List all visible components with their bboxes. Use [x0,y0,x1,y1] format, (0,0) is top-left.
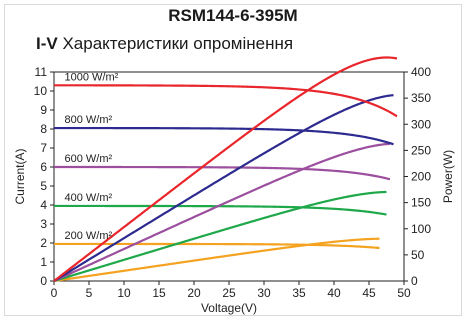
y-right-tick-label: 400 [411,65,431,79]
series-label: 200 W/m² [65,230,113,242]
y-right-tick-label: 100 [411,222,431,236]
y-right-tick-label: 350 [411,91,431,105]
y-left-tick-label: 10 [34,84,48,98]
x-axis-label: Voltage(V) [201,301,257,315]
iv-curve [54,242,380,250]
x-tick-label: 35 [292,286,306,300]
y-left-tick-label: 2 [40,236,47,250]
y-left-tick-label: 6 [40,160,47,174]
x-tick-label: 15 [152,286,166,300]
series-label: 800 W/m² [65,114,113,126]
iv-curve [54,84,398,118]
y-left-tick-label: 8 [40,122,47,136]
y-right-tick-label: 50 [411,248,425,262]
iv-curve [54,126,394,146]
x-tick-label: 0 [51,286,58,300]
iv-curve [54,165,391,181]
y-left-tick-label: 3 [40,217,47,231]
x-tick-label: 5 [86,286,93,300]
curves-group [53,56,398,283]
x-tick-label: 20 [187,286,201,300]
y-left-tick-label: 5 [40,179,47,193]
pv-curve [53,56,398,282]
y-right-tick-label: 200 [411,170,431,184]
subtitle-bold: I-V [36,34,58,53]
series-label: 600 W/m² [65,153,113,165]
subtitle-text: Характеристики опромінення [62,34,294,53]
y-right-tick-label: 150 [411,196,431,210]
y-right-axis-label: Power(W) [441,150,455,203]
y-left-tick-label: 0 [40,274,47,288]
x-tick-label: 40 [327,286,341,300]
pv-curve [53,142,391,283]
y-left-axis-label: Current(A) [13,148,27,204]
y-left-tick-label: 4 [40,198,47,212]
chart-title: RSM144-6-395M [168,6,298,25]
x-tick-label: 30 [257,286,271,300]
pv-curve [53,190,387,283]
y-left-tick-label: 1 [40,255,47,269]
series-label: 400 W/m² [65,192,113,204]
y-left-tick-label: 11 [35,65,48,79]
y-right-tick-label: 0 [411,274,418,288]
x-tick-label: 45 [362,286,376,300]
axes-group: 0 5 10 15 20 25 30 35 40 45 5001234567891011050100… [13,65,455,315]
pv-curve [53,94,394,282]
x-tick-label: 25 [222,286,236,300]
y-left-tick-label: 9 [40,103,47,117]
x-tick-label: 50 [397,286,411,300]
iv-curve [54,204,387,216]
chart-subtitle: I-V Характеристики опромінення [36,34,293,54]
x-tick-label: 10 [117,286,131,300]
pv-curve [53,237,380,283]
y-left-tick-label: 7 [40,141,47,155]
y-right-tick-label: 250 [411,143,431,157]
labels-group: 1000 W/m² 800 W/m² 600 W/m² 400 W/m² 200 W/m… [65,71,119,242]
series-label: 1000 W/m² [65,71,119,83]
y-right-tick-label: 300 [411,117,431,131]
